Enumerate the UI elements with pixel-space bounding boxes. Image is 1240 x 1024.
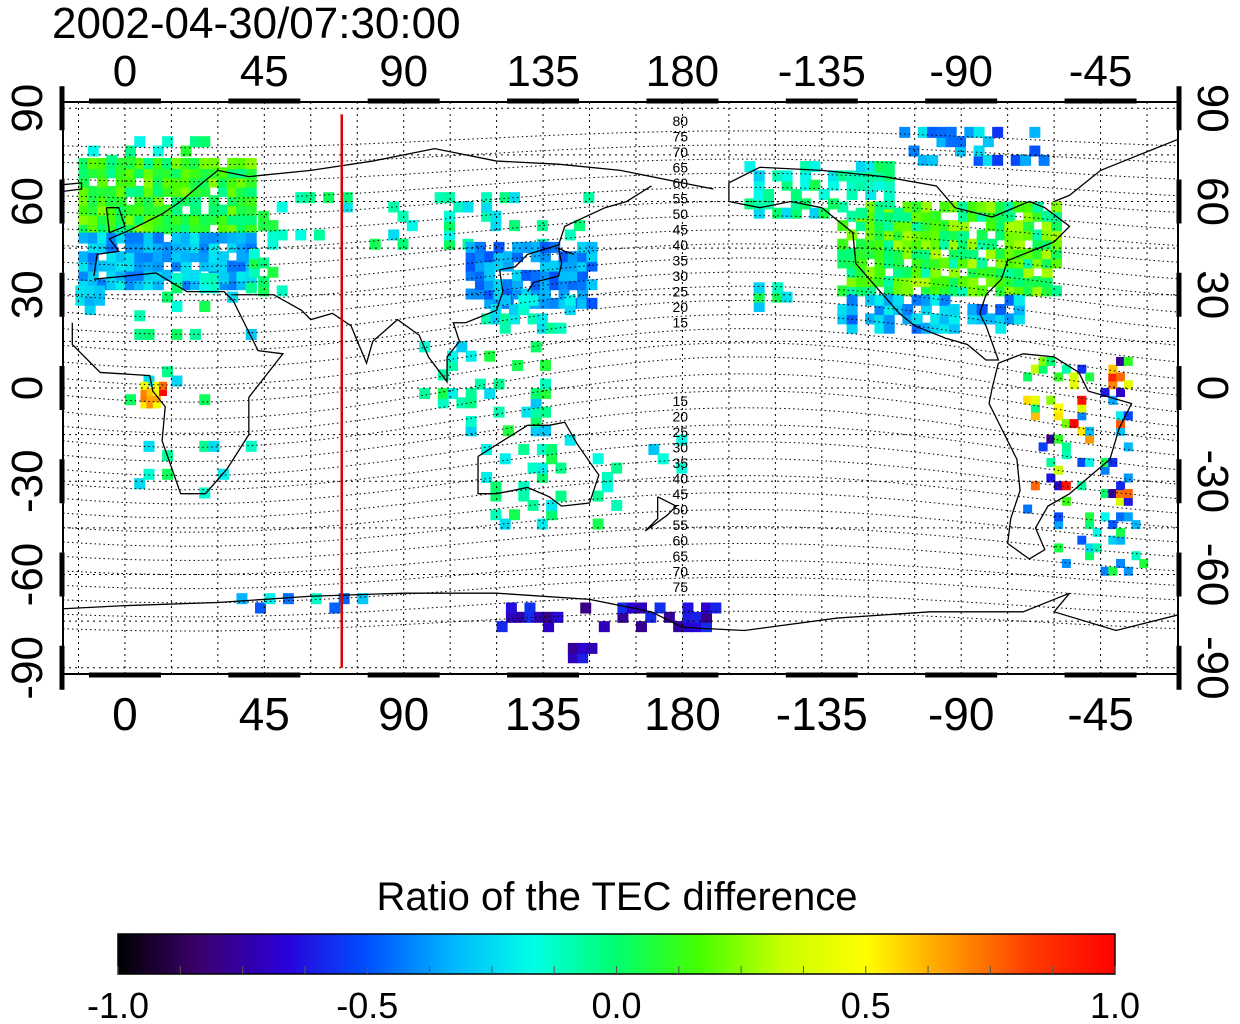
colorbar-tick-label: 0.0	[591, 985, 641, 1024]
contour-label: 65	[672, 160, 688, 176]
lon-label-bottom: -135	[776, 688, 868, 740]
contour-label: 20	[672, 299, 688, 315]
lon-label-bottom: 180	[644, 688, 721, 740]
lat-label-left: -90	[3, 636, 52, 700]
contour-label: 55	[672, 517, 688, 533]
lat-label-left: -60	[3, 543, 52, 607]
lon-label-bottom: -90	[928, 688, 994, 740]
lon-label-top: 45	[240, 47, 289, 96]
contour-label: 25	[672, 424, 688, 440]
contour-labels: 8075706560555045403530252015152025303540…	[672, 113, 688, 595]
tec-data-patches	[75, 126, 1149, 664]
contour-label: 80	[672, 113, 688, 129]
lon-label-top: 180	[646, 47, 719, 96]
lon-label-top: -45	[1069, 47, 1133, 96]
lat-label-left: 60	[3, 177, 52, 226]
contour-label: 30	[672, 268, 688, 284]
lat-label-right: -30	[1188, 449, 1237, 513]
contour-label: 50	[672, 206, 688, 222]
contour-label: 25	[672, 284, 688, 300]
colorbar-ticks: -1.0 -0.5 0.0 0.5 1.0	[87, 966, 1140, 1024]
contour-label: 60	[672, 175, 688, 191]
contour-label: 35	[672, 253, 688, 269]
contour-label: 75	[672, 579, 688, 595]
lon-label-top: 135	[506, 47, 579, 96]
colorbar-tick-label: -0.5	[336, 985, 398, 1024]
contour-label: 35	[672, 455, 688, 471]
lat-label-right: 60	[1188, 177, 1237, 226]
contour-label: 70	[672, 144, 688, 160]
contour-label: 20	[672, 409, 688, 425]
contour-label: 30	[672, 440, 688, 456]
colorbar-title: Ratio of the TEC difference	[376, 875, 857, 919]
timestamp-title: 2002-04-30/07:30:00	[52, 0, 461, 48]
colorbar-tick-label: -1.0	[87, 985, 149, 1024]
lon-label-bottom: 90	[378, 688, 429, 740]
lat-label-left: 0	[3, 376, 52, 400]
contour-label: 65	[672, 548, 688, 564]
colorbar-tick-label: 0.5	[841, 985, 891, 1024]
lat-label-left: 90	[3, 84, 52, 133]
lat-label-right: -60	[1188, 543, 1237, 607]
map-area: 8075706560555045403530252015152025303540…	[3, 47, 1237, 740]
contour-label: 15	[672, 315, 688, 331]
lon-label-top: 90	[379, 47, 428, 96]
coastlines	[63, 138, 1178, 632]
lon-label-bottom: 135	[505, 688, 582, 740]
contour-label: 15	[672, 393, 688, 409]
contour-label: 50	[672, 502, 688, 518]
lat-label-right: 90	[1188, 84, 1237, 133]
lon-tick-labels-top: 0 45 90 135 180 -135 -90 -45	[113, 47, 1133, 96]
lon-label-top: -90	[929, 47, 993, 96]
colorbar-tick-label: 1.0	[1090, 985, 1140, 1024]
lat-label-right: 0	[1188, 376, 1237, 400]
contour-label: 75	[672, 129, 688, 145]
lon-label-top: 0	[113, 47, 137, 96]
contour-label: 45	[672, 222, 688, 238]
axis-ticks	[59, 86, 1182, 690]
lat-tick-labels-left: 90 60 30 0 -30 -60 -90	[3, 84, 52, 700]
contour-label: 55	[672, 191, 688, 207]
contour-label: 60	[672, 533, 688, 549]
contour-label: 70	[672, 564, 688, 580]
contour-label: 40	[672, 237, 688, 253]
contour-label: 40	[672, 471, 688, 487]
geomagnetic-latitude-contours	[63, 130, 1178, 632]
lon-label-top: -135	[778, 47, 866, 96]
lon-label-bottom: -45	[1067, 688, 1133, 740]
colorbar: Ratio of the TEC difference -1.0 -0.5 0.0 0…	[87, 875, 1140, 1024]
lon-label-bottom: 0	[112, 688, 138, 740]
lon-label-bottom: 45	[239, 688, 290, 740]
lat-label-right: 30	[1188, 270, 1237, 319]
lat-label-right: -90	[1188, 636, 1237, 700]
contour-label: 45	[672, 486, 688, 502]
lat-label-left: -30	[3, 449, 52, 513]
lat-label-left: 30	[3, 270, 52, 319]
lat-tick-labels-right: 90 60 30 0 -30 -60 -90	[1188, 84, 1237, 700]
lon-tick-labels-bottom: 0 45 90 135 180 -135 -90 -45	[112, 688, 1134, 740]
